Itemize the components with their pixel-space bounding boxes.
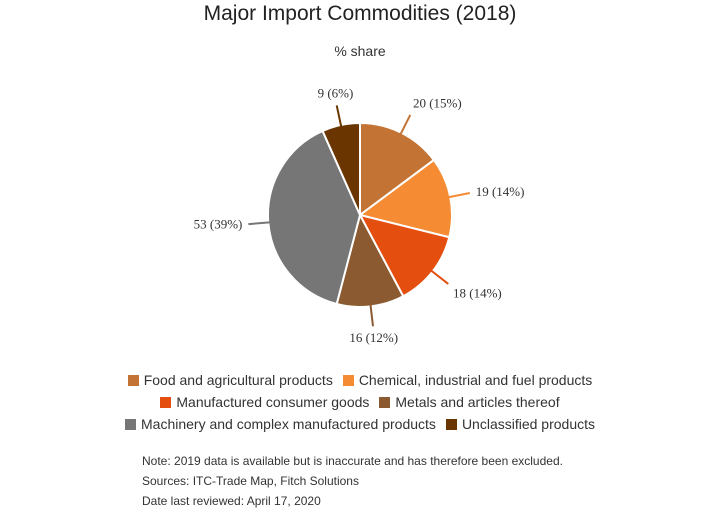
legend-row: Food and agricultural products Chemical,… (0, 369, 720, 391)
legend-label: Manufactured consumer goods (176, 394, 370, 410)
leader-line (438, 192, 471, 201)
chart-notes: Note: 2019 data is available but is inac… (142, 451, 563, 511)
data-label: 53 (39%) (194, 217, 243, 232)
legend-swatch (127, 374, 139, 386)
data-label: 20 (15%) (413, 96, 462, 111)
data-label: 19 (14%) (476, 184, 525, 199)
legend-swatch (125, 418, 136, 430)
legend-swatch (445, 418, 457, 430)
legend-label: Unclassified products (461, 416, 595, 432)
legend-label: Food and agricultural products (143, 372, 333, 388)
legend-swatch (160, 396, 172, 408)
legend-item-food: Food and agricultural products (127, 372, 333, 388)
legend-item-machinery: Machinery and complex manufactured produ… (125, 416, 436, 432)
data-label: 16 (12%) (349, 330, 398, 345)
legend-label: Chemical, industrial and fuel products (358, 372, 593, 388)
legend-label: Machinery and complex manufactured produ… (141, 416, 436, 432)
chart-subtitle: % share (334, 43, 386, 59)
legend-item-chemical: Chemical, industrial and fuel products (342, 372, 593, 388)
leader-line (248, 220, 281, 226)
pie-chart: 20 (15%) 19 (14%) 18 (14%) 16 (12%) 53 (39%)… (194, 86, 525, 346)
legend-label: Metals and articles thereof (395, 394, 560, 410)
legend-item-manufactured: Manufactured consumer goods (160, 394, 369, 410)
leader-line (335, 105, 345, 137)
leader-line (422, 263, 449, 285)
legend-swatch (379, 396, 391, 408)
sources-text: Sources: ITC-Trade Map, Fitch Solutions (142, 474, 359, 488)
legend-row: Machinery and complex manufactured produ… (0, 413, 720, 435)
legend-swatch (342, 374, 354, 386)
legend-item-unclassified: Unclassified products (445, 416, 595, 432)
leader-line (368, 294, 374, 327)
note-text: Note: 2019 data is available but is inac… (142, 454, 563, 468)
chart-title: Major Import Commodities (2018) (203, 2, 517, 25)
legend: Food and agricultural products Chemical,… (0, 369, 720, 435)
leader-line (395, 114, 412, 144)
data-label: 9 (6%) (318, 86, 354, 101)
data-label: 18 (14%) (453, 286, 502, 301)
legend-item-metals: Metals and articles thereof (379, 394, 560, 410)
date-reviewed-text: Date last reviewed: April 17, 2020 (142, 494, 321, 508)
legend-row: Manufactured consumer goods Metals and a… (0, 391, 720, 413)
